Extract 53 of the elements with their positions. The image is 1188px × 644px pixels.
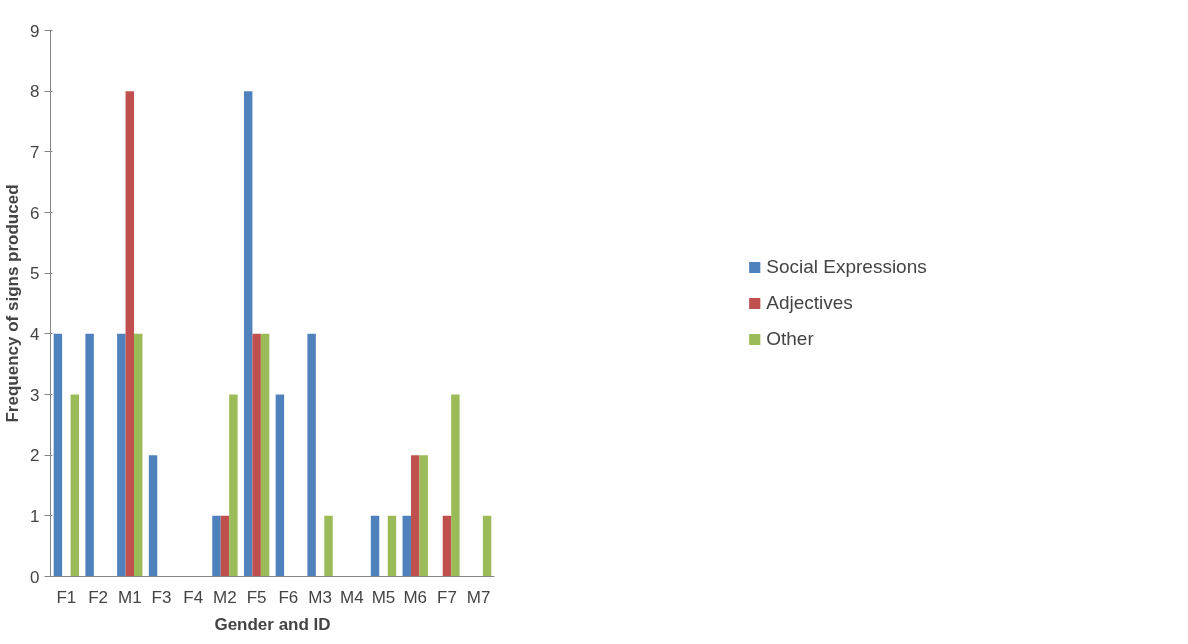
bar xyxy=(419,455,428,577)
bar xyxy=(117,333,126,577)
y-tick-label: 9 xyxy=(30,21,40,41)
x-tick-label: M2 xyxy=(213,587,237,607)
y-tick-label: 0 xyxy=(30,567,40,587)
bar xyxy=(442,515,452,577)
bar xyxy=(53,333,63,577)
legend-label: Social Expressions xyxy=(766,256,927,278)
y-tick-label: 5 xyxy=(30,264,40,284)
bar xyxy=(70,394,80,577)
bar xyxy=(324,515,333,577)
y-tick-label: 8 xyxy=(30,82,40,102)
bar xyxy=(451,394,460,577)
bar xyxy=(402,515,411,577)
bar xyxy=(134,333,143,577)
x-tick-label: M1 xyxy=(117,587,142,607)
x-tick-label: M6 xyxy=(403,587,428,607)
bar xyxy=(148,455,158,577)
x-tick-label: M4 xyxy=(339,587,364,607)
x-tick-label: M5 xyxy=(371,587,396,607)
y-axis-title: Frequency of signs produced xyxy=(3,184,23,423)
bar xyxy=(387,515,397,577)
x-tick-label: F1 xyxy=(56,587,77,607)
bar xyxy=(220,515,230,577)
legend-label: Other xyxy=(766,328,814,350)
x-tick-label: F7 xyxy=(437,587,457,607)
y-tick-label: 6 xyxy=(30,203,40,223)
y-tick-label: 7 xyxy=(30,142,40,162)
x-tick-label: F5 xyxy=(246,587,267,607)
bar xyxy=(370,515,380,577)
y-tick-label: 4 xyxy=(30,324,40,344)
x-axis-title: Gender and ID xyxy=(214,614,331,634)
bar xyxy=(229,394,238,577)
bar xyxy=(243,91,253,577)
bar xyxy=(125,91,135,577)
x-tick-label: F3 xyxy=(151,587,172,607)
bar xyxy=(260,333,270,577)
bar xyxy=(275,394,285,577)
bar xyxy=(85,333,94,577)
y-tick-label: 3 xyxy=(30,385,40,405)
x-tick-label: F4 xyxy=(183,587,204,607)
bar xyxy=(307,333,316,577)
legend-label: Adjectives xyxy=(766,292,853,314)
x-tick-label: F2 xyxy=(88,587,108,607)
bar xyxy=(410,455,420,577)
y-tick-label: 1 xyxy=(30,506,40,526)
bar xyxy=(482,515,492,577)
x-tick-label: M3 xyxy=(308,587,332,607)
x-tick-label: F6 xyxy=(278,587,299,607)
bar xyxy=(252,333,261,577)
bar xyxy=(212,515,221,577)
x-tick-label: M7 xyxy=(466,587,491,607)
y-tick-label: 2 xyxy=(30,446,40,466)
